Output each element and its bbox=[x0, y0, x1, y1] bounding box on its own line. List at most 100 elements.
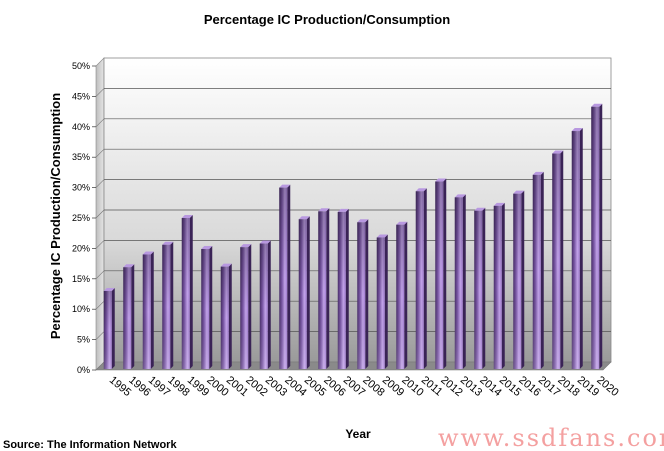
y-tick-label: 5% bbox=[77, 335, 90, 345]
bar bbox=[591, 103, 603, 370]
x-tick-label: 2001 bbox=[224, 374, 250, 399]
bar-top bbox=[532, 171, 544, 175]
bar bbox=[279, 184, 291, 369]
bar-shade bbox=[220, 266, 229, 369]
bar-side bbox=[326, 208, 330, 369]
x-tick-label: 2007 bbox=[341, 374, 367, 399]
bar-side bbox=[189, 215, 193, 369]
bar bbox=[435, 178, 447, 369]
bar bbox=[123, 264, 135, 369]
bar bbox=[571, 128, 583, 369]
bar-top bbox=[259, 240, 271, 244]
bar-shade bbox=[435, 181, 444, 369]
bar bbox=[142, 251, 154, 369]
x-tick-label: 2002 bbox=[243, 374, 269, 399]
bar-top bbox=[571, 128, 583, 132]
bar-side bbox=[248, 244, 252, 369]
x-tick-label: 2004 bbox=[282, 374, 308, 399]
gridline-side bbox=[95, 270, 105, 280]
x-tick-label: 2013 bbox=[458, 374, 484, 399]
chart-title: Percentage IC Production/Consumption bbox=[204, 12, 450, 27]
x-tick-label: 2010 bbox=[399, 374, 425, 399]
bar bbox=[220, 263, 232, 369]
bar-side bbox=[423, 188, 427, 369]
bar-top bbox=[298, 216, 310, 220]
bar bbox=[103, 287, 115, 369]
x-axis-title: Year bbox=[345, 427, 371, 441]
x-tick-label: 2011 bbox=[419, 374, 445, 398]
bar-shade bbox=[493, 205, 502, 369]
bars bbox=[103, 103, 603, 370]
gridline-side bbox=[95, 88, 105, 97]
x-tick-label: 2019 bbox=[575, 374, 601, 399]
bar-side bbox=[443, 178, 447, 369]
bar-shade bbox=[103, 290, 112, 369]
y-tick-label: 25% bbox=[72, 213, 90, 223]
x-tick-label: 1999 bbox=[185, 374, 211, 399]
bar bbox=[357, 219, 369, 369]
gridline-side bbox=[95, 300, 105, 310]
bar bbox=[201, 246, 213, 369]
x-tick-label: 2020 bbox=[594, 374, 620, 399]
x-tick-label: 2012 bbox=[438, 374, 464, 399]
bar-side bbox=[540, 171, 544, 369]
y-tick-label: 0% bbox=[77, 365, 90, 375]
bar-top bbox=[279, 184, 291, 188]
bar bbox=[415, 188, 427, 369]
bar-top bbox=[103, 287, 115, 291]
bar-side bbox=[345, 208, 349, 369]
bar-side bbox=[579, 128, 583, 369]
bar-shade bbox=[337, 211, 346, 369]
bar-top bbox=[474, 207, 486, 211]
bar-shade bbox=[532, 174, 541, 369]
bar bbox=[337, 208, 349, 369]
bar-shade bbox=[162, 244, 171, 369]
bar-top bbox=[493, 202, 505, 206]
x-tick-label: 2000 bbox=[204, 374, 230, 399]
bar-top bbox=[435, 178, 447, 182]
bar-shade bbox=[571, 131, 580, 369]
bar-side bbox=[150, 251, 154, 369]
bar-top bbox=[552, 150, 564, 154]
bar-side bbox=[209, 246, 213, 369]
bar-side bbox=[228, 263, 232, 369]
bar-side bbox=[560, 150, 564, 369]
bar-shade bbox=[201, 249, 210, 369]
x-tick-label: 2006 bbox=[321, 374, 347, 399]
y-tick-label: 50% bbox=[72, 61, 90, 71]
bar-side bbox=[404, 221, 408, 369]
bar-top bbox=[162, 241, 174, 245]
x-tick-labels: 1995199619971998199920002001200220032004… bbox=[107, 374, 621, 399]
bar-shade bbox=[240, 247, 249, 369]
bar-shade bbox=[357, 222, 366, 369]
bar bbox=[162, 241, 174, 369]
y-tick-label: 40% bbox=[72, 122, 90, 132]
x-tick-label: 2009 bbox=[380, 374, 406, 399]
bar-side bbox=[306, 216, 310, 369]
x-tick-label: 1998 bbox=[165, 374, 191, 399]
y-tick-label: 35% bbox=[72, 152, 90, 162]
bar-shade bbox=[454, 197, 463, 369]
bar-shade bbox=[474, 210, 483, 369]
bar-side bbox=[131, 264, 135, 369]
bar-shade bbox=[279, 187, 288, 369]
bar-shade bbox=[513, 193, 522, 369]
gridline-side bbox=[95, 118, 105, 128]
bar-side bbox=[170, 241, 174, 369]
bar-side bbox=[501, 202, 505, 369]
bar-shade bbox=[376, 237, 385, 369]
bar-shade bbox=[318, 211, 327, 369]
bar bbox=[532, 171, 544, 369]
bar-side bbox=[287, 184, 291, 369]
bar-shade bbox=[123, 267, 132, 369]
y-tick-label: 20% bbox=[72, 243, 90, 253]
gridline-side bbox=[95, 331, 105, 340]
watermark: www.ssdfans.com bbox=[438, 424, 664, 451]
bar-top bbox=[513, 190, 525, 194]
bar-top bbox=[201, 246, 213, 250]
y-tick-label: 30% bbox=[72, 183, 90, 193]
bar-top bbox=[357, 219, 369, 223]
x-tick-label: 1996 bbox=[126, 374, 152, 399]
y-axis-title: Percentage IC Production/Consumption bbox=[48, 93, 63, 339]
